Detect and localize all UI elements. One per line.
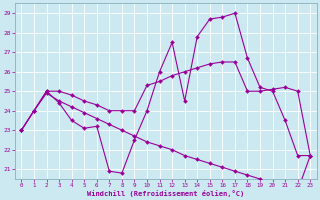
X-axis label: Windchill (Refroidissement éolien,°C): Windchill (Refroidissement éolien,°C)	[87, 190, 244, 197]
